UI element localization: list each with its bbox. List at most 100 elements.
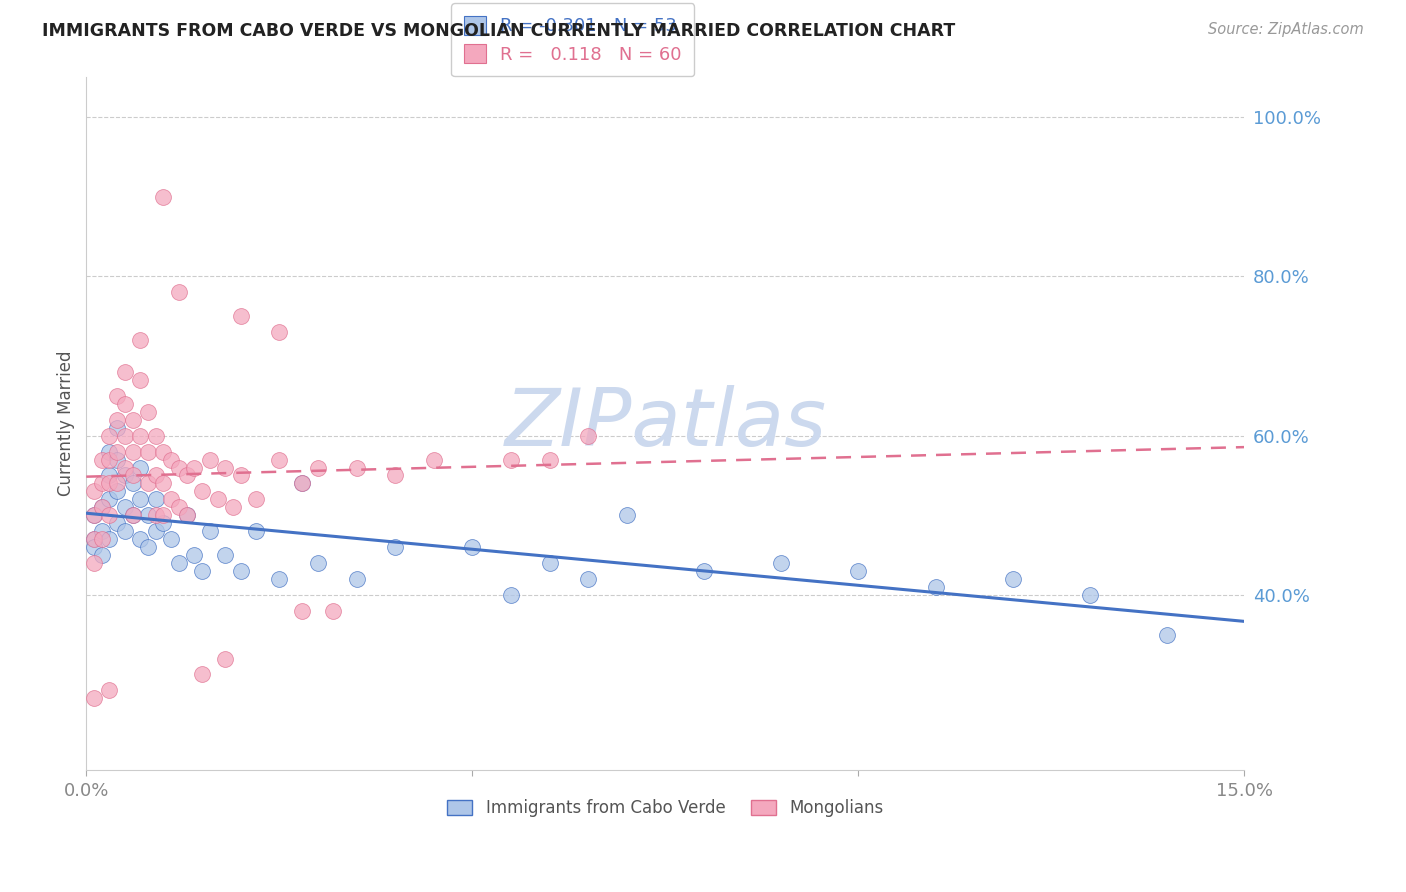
Point [129, 460, 152, 475]
Point [176, 508, 198, 523]
Point [269, 572, 291, 586]
Point [121, 468, 143, 483]
Point [176, 468, 198, 483]
Point [183, 460, 205, 475]
Point [114, 524, 136, 538]
Point [576, 428, 599, 442]
Legend: Immigrants from Cabo Verde, Mongolians: Immigrants from Cabo Verde, Mongolians [441, 793, 890, 824]
Point [114, 397, 136, 411]
Point [145, 428, 167, 442]
Text: IMMIGRANTS FROM CABO VERDE VS MONGOLIAN CURRENTLY MARRIED CORRELATION CHART: IMMIGRANTS FROM CABO VERDE VS MONGOLIAN … [42, 22, 956, 40]
Point [229, 310, 252, 324]
Point [269, 452, 291, 467]
Point [90, 524, 112, 538]
Point [90, 476, 112, 491]
Point [83, 691, 105, 706]
Point [98, 683, 121, 698]
Point [105, 516, 128, 531]
Point [346, 460, 368, 475]
Point [98, 468, 121, 483]
Point [291, 476, 314, 491]
Point [160, 492, 183, 507]
Point [176, 508, 198, 523]
Point [461, 540, 484, 554]
Point [499, 452, 522, 467]
Point [114, 460, 136, 475]
Point [245, 524, 267, 538]
Point [105, 484, 128, 499]
Point [98, 492, 121, 507]
Point [291, 604, 314, 618]
Point [538, 556, 561, 570]
Point [346, 572, 368, 586]
Point [198, 524, 221, 538]
Point [121, 444, 143, 458]
Point [152, 516, 174, 531]
Point [90, 500, 112, 515]
Point [145, 524, 167, 538]
Point [222, 500, 245, 515]
Point [198, 452, 221, 467]
Point [129, 428, 152, 442]
Point [129, 492, 152, 507]
Point [98, 508, 121, 523]
Point [152, 476, 174, 491]
Point [291, 476, 314, 491]
Point [90, 500, 112, 515]
Point [167, 285, 190, 300]
Point [191, 564, 214, 578]
Point [616, 508, 638, 523]
Point [136, 476, 159, 491]
Point [214, 460, 236, 475]
Point [121, 508, 143, 523]
Point [245, 492, 267, 507]
Point [136, 405, 159, 419]
Point [105, 420, 128, 434]
Point [499, 588, 522, 602]
Point [384, 540, 406, 554]
Point [105, 452, 128, 467]
Point [538, 452, 561, 467]
Point [98, 476, 121, 491]
Point [322, 604, 344, 618]
Point [105, 413, 128, 427]
Point [83, 540, 105, 554]
Point [229, 468, 252, 483]
Point [83, 532, 105, 546]
Point [98, 452, 121, 467]
Point [83, 508, 105, 523]
Point [1078, 588, 1101, 602]
Point [83, 508, 105, 523]
Point [98, 428, 121, 442]
Point [183, 548, 205, 562]
Point [83, 484, 105, 499]
Point [167, 556, 190, 570]
Point [114, 428, 136, 442]
Point [160, 452, 183, 467]
Point [229, 564, 252, 578]
Point [90, 548, 112, 562]
Point [121, 476, 143, 491]
Point [98, 532, 121, 546]
Point [384, 468, 406, 483]
Point [83, 532, 105, 546]
Point [136, 444, 159, 458]
Point [422, 452, 444, 467]
Text: ZIPatlas: ZIPatlas [505, 384, 827, 463]
Point [121, 413, 143, 427]
Point [167, 500, 190, 515]
Point [152, 190, 174, 204]
Point [121, 508, 143, 523]
Point [145, 492, 167, 507]
Point [105, 476, 128, 491]
Point [136, 540, 159, 554]
Point [207, 492, 229, 507]
Point [90, 452, 112, 467]
Point [307, 556, 329, 570]
Point [90, 532, 112, 546]
Point [114, 365, 136, 379]
Point [152, 508, 174, 523]
Point [152, 444, 174, 458]
Point [214, 651, 236, 665]
Point [129, 532, 152, 546]
